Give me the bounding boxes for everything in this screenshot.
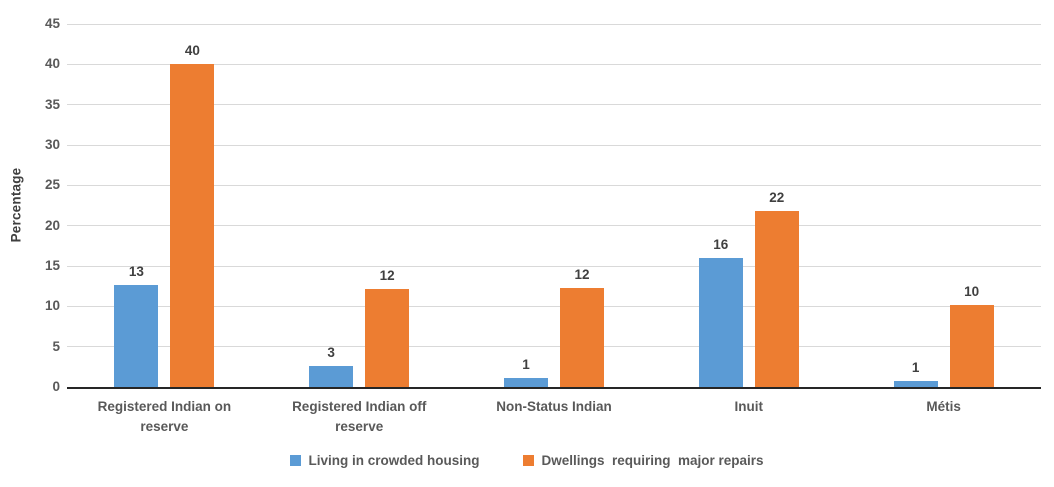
gridline <box>67 305 1041 307</box>
y-axis-tick-label: 35 <box>44 96 60 112</box>
gridline <box>67 144 1041 146</box>
gridline <box>67 265 1041 267</box>
gridline <box>67 63 1041 65</box>
y-axis-tick-label: 15 <box>44 258 60 273</box>
y-axis-tick-label: 10 <box>44 298 60 314</box>
bar-major-repairs <box>754 211 799 387</box>
y-axis-tick-label: 20 <box>44 217 60 233</box>
bar-value-label: 22 <box>769 190 785 206</box>
gridline <box>67 23 1041 25</box>
bar-value-label: 1 <box>911 360 920 376</box>
bar-major-repairs <box>560 287 604 387</box>
gridline <box>67 225 1041 227</box>
legend-swatch-icon <box>523 455 535 466</box>
legend-label: Dwellings requiring major repairs <box>541 453 764 468</box>
legend-label: Living in crowded housing <box>308 453 480 468</box>
bar-major-repairs <box>949 304 994 387</box>
x-axis-category-label: Registered Indian off reserve <box>292 399 427 434</box>
bar-value-label: 13 <box>128 263 144 279</box>
bar-value-label: 16 <box>713 236 729 252</box>
x-axis-line <box>67 387 1041 389</box>
legend: Living in crowded housing Dwellings requi… <box>0 453 1054 468</box>
bar-major-repairs <box>170 64 215 387</box>
legend-item: Dwellings requiring major repairs <box>523 453 764 468</box>
legend-swatch-icon <box>290 455 302 466</box>
bar-major-repairs <box>365 288 410 387</box>
y-axis-tick-label: 0 <box>52 379 60 394</box>
x-axis-category-label: Métis <box>926 399 961 414</box>
gridline <box>67 104 1041 106</box>
y-axis-tick-label: 5 <box>52 338 60 354</box>
legend-item: Living in crowded housing <box>290 453 479 468</box>
bar-crowded-housing <box>698 257 743 387</box>
y-axis-tick-label: 25 <box>44 177 60 193</box>
bar-crowded-housing <box>504 378 548 387</box>
bar-crowded-housing <box>893 381 938 387</box>
bar-value-label: 10 <box>964 283 980 299</box>
bar-value-label: 1 <box>522 357 530 373</box>
x-axis-category-label: Registered Indian on reserve <box>97 399 232 434</box>
bar-value-label: 40 <box>184 43 200 59</box>
x-axis-category-label: Non-Status Indian <box>496 399 612 414</box>
x-axis-category-label: Inuit <box>734 399 764 414</box>
y-axis-tick-label: 40 <box>44 56 60 72</box>
bar-crowded-housing <box>309 366 354 387</box>
y-axis-tick-label: 30 <box>44 137 60 152</box>
bar-value-label: 12 <box>379 267 395 283</box>
bar-value-label: 3 <box>327 345 335 361</box>
y-axis-tick-label: 45 <box>44 16 60 31</box>
gridline <box>67 184 1041 186</box>
gridline <box>67 346 1041 348</box>
bar-crowded-housing <box>114 284 159 387</box>
bar-value-label: 12 <box>574 266 590 282</box>
